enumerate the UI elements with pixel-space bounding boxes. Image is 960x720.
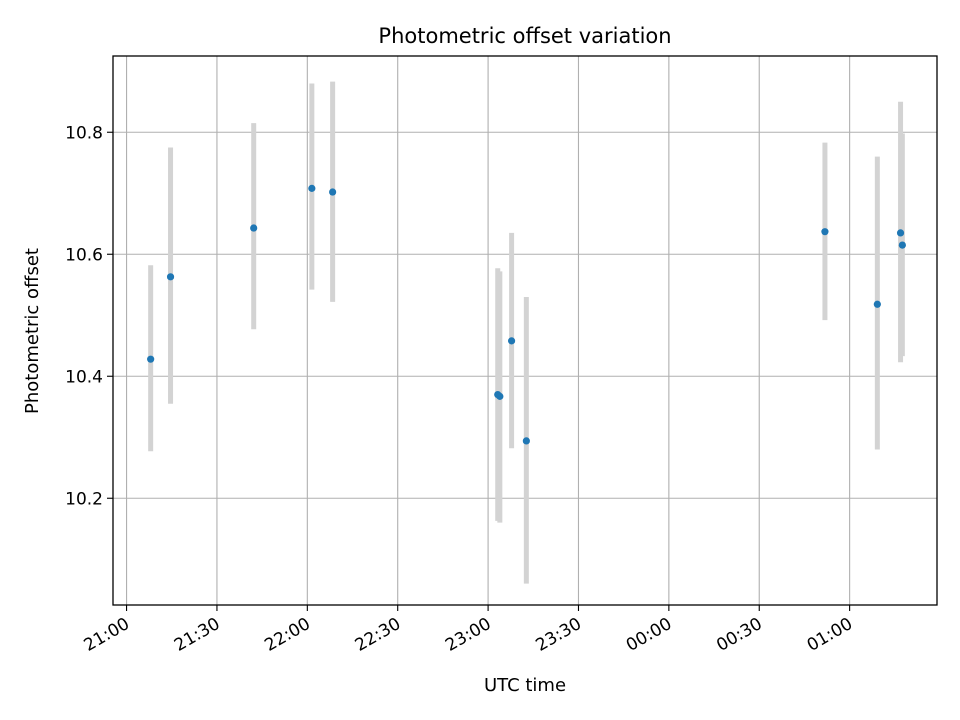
x-tick-label: 21:30 xyxy=(171,614,223,656)
y-tick-label: 10.4 xyxy=(65,367,103,387)
data-point xyxy=(166,273,175,281)
y-tick-label: 10.2 xyxy=(65,489,103,509)
x-tick-label: 22:30 xyxy=(352,614,404,656)
data-point xyxy=(522,437,530,445)
data-point xyxy=(496,392,504,400)
x-tick-label: 21:00 xyxy=(81,614,133,656)
x-tick-label: 23:00 xyxy=(442,614,494,656)
y-tick-label: 10.8 xyxy=(65,123,103,143)
data-point xyxy=(507,337,516,345)
y-axis: 10.2 10.4 10.6 10.8 xyxy=(65,123,113,509)
data-point xyxy=(821,228,829,236)
data-point xyxy=(873,300,881,308)
plot-area xyxy=(112,55,938,606)
grid xyxy=(113,56,937,605)
y-axis-label: Photometric offset xyxy=(22,248,43,414)
data-point xyxy=(250,224,258,232)
x-tick-label: 22:00 xyxy=(261,614,313,656)
plot-frame xyxy=(112,55,938,606)
data-point xyxy=(329,188,337,196)
data-point xyxy=(896,229,905,237)
chart-title: Photometric offset variation xyxy=(378,24,671,48)
x-axis: 21:00 21:30 22:00 22:30 23:00 23:30 00:00 00:30… xyxy=(81,605,856,656)
x-tick-label: 00:30 xyxy=(713,614,765,656)
x-tick-label: 23:30 xyxy=(533,614,585,656)
x-tick-label: 01:00 xyxy=(804,614,856,656)
x-tick-label: 00:00 xyxy=(623,614,675,656)
data-point xyxy=(308,184,316,192)
x-axis-label: UTC time xyxy=(484,675,566,696)
error-bars xyxy=(148,81,905,584)
data-points xyxy=(147,184,906,445)
data-point xyxy=(898,241,906,249)
data-point xyxy=(147,355,155,363)
y-tick-label: 10.6 xyxy=(65,245,103,265)
